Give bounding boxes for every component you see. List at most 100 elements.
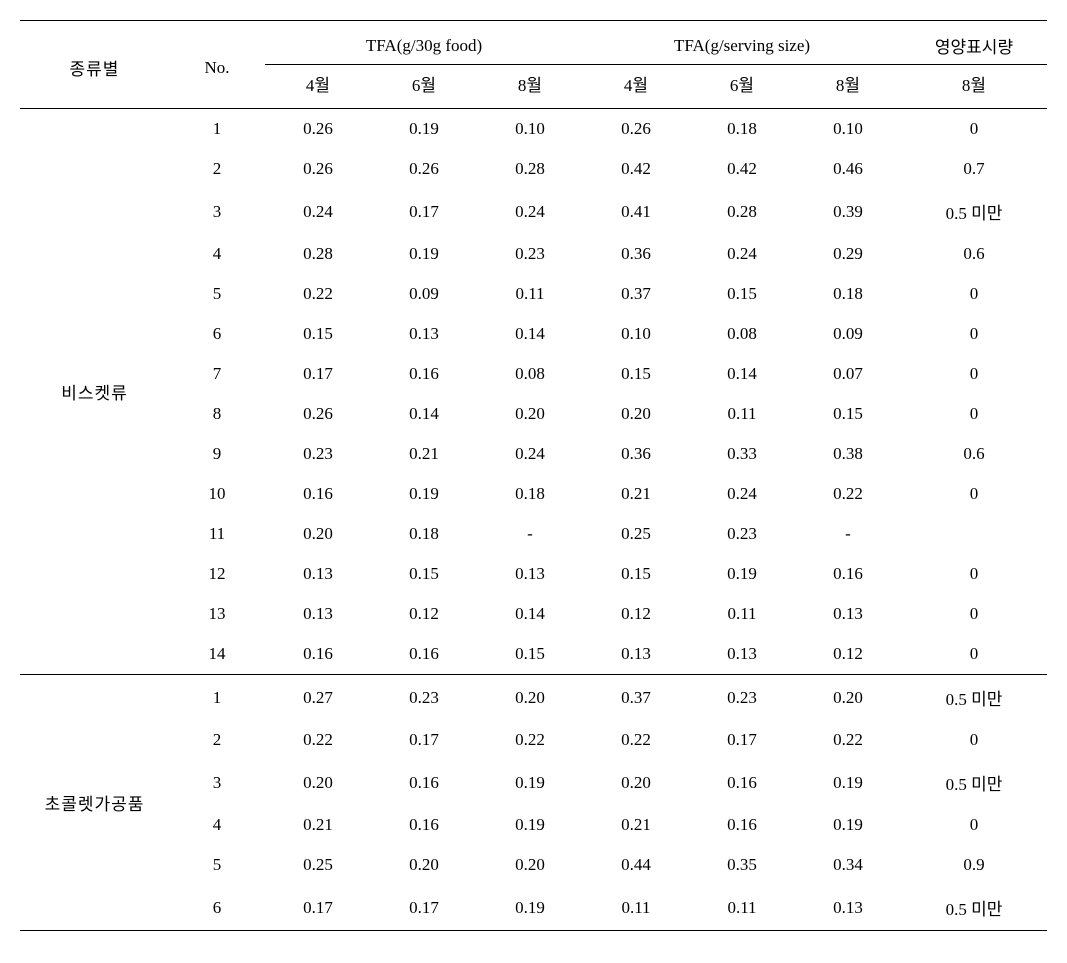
header-30g-month8: 8월 — [477, 65, 583, 109]
ts-jun-cell: 0.19 — [689, 554, 795, 594]
table-row: 90.230.210.240.360.330.380.6 — [20, 434, 1047, 474]
ts-apr-cell: 0.21 — [583, 474, 689, 514]
label-cell: 0 — [901, 594, 1047, 634]
t30-aug-cell: 0.14 — [477, 594, 583, 634]
table-row: 20.260.260.280.420.420.460.7 — [20, 149, 1047, 189]
ts-aug-cell: 0.38 — [795, 434, 901, 474]
t30-apr-cell: 0.26 — [265, 109, 371, 150]
ts-apr-cell: 0.25 — [583, 514, 689, 554]
table-row: 20.220.170.220.220.170.220 — [20, 720, 1047, 760]
t30-aug-cell: 0.19 — [477, 805, 583, 845]
ts-jun-cell: 0.35 — [689, 845, 795, 885]
label-cell: 0.6 — [901, 234, 1047, 274]
t30-jun-cell: 0.09 — [371, 274, 477, 314]
ts-apr-cell: 0.22 — [583, 720, 689, 760]
t30-apr-cell: 0.15 — [265, 314, 371, 354]
ts-apr-cell: 0.15 — [583, 354, 689, 394]
table-body: 비스켓류10.260.190.100.260.180.10020.260.260… — [20, 109, 1047, 931]
table-row: 140.160.160.150.130.130.120 — [20, 634, 1047, 675]
ts-jun-cell: 0.24 — [689, 474, 795, 514]
ts-aug-cell: 0.07 — [795, 354, 901, 394]
label-cell: 0 — [901, 805, 1047, 845]
ts-aug-cell: 0.29 — [795, 234, 901, 274]
t30-apr-cell: 0.13 — [265, 554, 371, 594]
t30-jun-cell: 0.23 — [371, 675, 477, 721]
no-cell: 7 — [169, 354, 265, 394]
label-cell: 0.5 미만 — [901, 885, 1047, 931]
ts-apr-cell: 0.12 — [583, 594, 689, 634]
table-row: 80.260.140.200.200.110.150 — [20, 394, 1047, 434]
header-no: No. — [169, 21, 265, 109]
t30-jun-cell: 0.16 — [371, 760, 477, 805]
label-cell: 0 — [901, 109, 1047, 150]
t30-jun-cell: 0.17 — [371, 885, 477, 931]
header-tfa-30g: TFA(g/30g food) — [265, 21, 583, 65]
label-cell: 0.5 미만 — [901, 675, 1047, 721]
no-cell: 1 — [169, 109, 265, 150]
ts-apr-cell: 0.20 — [583, 760, 689, 805]
t30-apr-cell: 0.16 — [265, 634, 371, 675]
ts-apr-cell: 0.21 — [583, 805, 689, 845]
ts-aug-cell: - — [795, 514, 901, 554]
t30-jun-cell: 0.17 — [371, 189, 477, 234]
t30-aug-cell: 0.19 — [477, 885, 583, 931]
t30-aug-cell: 0.14 — [477, 314, 583, 354]
ts-apr-cell: 0.20 — [583, 394, 689, 434]
ts-aug-cell: 0.15 — [795, 394, 901, 434]
label-cell: 0 — [901, 474, 1047, 514]
t30-jun-cell: 0.14 — [371, 394, 477, 434]
label-cell — [901, 514, 1047, 554]
ts-aug-cell: 0.19 — [795, 805, 901, 845]
table-row: 50.250.200.200.440.350.340.9 — [20, 845, 1047, 885]
label-cell: 0 — [901, 314, 1047, 354]
no-cell: 6 — [169, 314, 265, 354]
t30-jun-cell: 0.19 — [371, 234, 477, 274]
header-category: 종류별 — [20, 21, 169, 109]
t30-apr-cell: 0.26 — [265, 149, 371, 189]
t30-aug-cell: 0.24 — [477, 189, 583, 234]
ts-aug-cell: 0.39 — [795, 189, 901, 234]
ts-aug-cell: 0.18 — [795, 274, 901, 314]
label-cell: 0 — [901, 634, 1047, 675]
header-serving-month4: 4월 — [583, 65, 689, 109]
t30-jun-cell: 0.19 — [371, 109, 477, 150]
t30-aug-cell: 0.10 — [477, 109, 583, 150]
label-cell: 0.5 미만 — [901, 760, 1047, 805]
ts-jun-cell: 0.14 — [689, 354, 795, 394]
header-30g-month4: 4월 — [265, 65, 371, 109]
ts-aug-cell: 0.22 — [795, 720, 901, 760]
ts-aug-cell: 0.12 — [795, 634, 901, 675]
no-cell: 12 — [169, 554, 265, 594]
ts-jun-cell: 0.08 — [689, 314, 795, 354]
header-tfa-serving: TFA(g/serving size) — [583, 21, 901, 65]
ts-jun-cell: 0.42 — [689, 149, 795, 189]
header-serving-month8: 8월 — [795, 65, 901, 109]
ts-jun-cell: 0.15 — [689, 274, 795, 314]
ts-aug-cell: 0.34 — [795, 845, 901, 885]
no-cell: 2 — [169, 720, 265, 760]
t30-jun-cell: 0.18 — [371, 514, 477, 554]
ts-aug-cell: 0.13 — [795, 594, 901, 634]
t30-apr-cell: 0.13 — [265, 594, 371, 634]
t30-apr-cell: 0.28 — [265, 234, 371, 274]
table-row: 비스켓류10.260.190.100.260.180.100 — [20, 109, 1047, 150]
t30-jun-cell: 0.20 — [371, 845, 477, 885]
t30-jun-cell: 0.12 — [371, 594, 477, 634]
label-cell: 0.7 — [901, 149, 1047, 189]
t30-jun-cell: 0.17 — [371, 720, 477, 760]
ts-jun-cell: 0.23 — [689, 675, 795, 721]
table-row: 110.200.18-0.250.23- — [20, 514, 1047, 554]
no-cell: 9 — [169, 434, 265, 474]
t30-jun-cell: 0.16 — [371, 805, 477, 845]
ts-aug-cell: 0.16 — [795, 554, 901, 594]
ts-aug-cell: 0.19 — [795, 760, 901, 805]
no-cell: 5 — [169, 845, 265, 885]
ts-aug-cell: 0.10 — [795, 109, 901, 150]
t30-jun-cell: 0.19 — [371, 474, 477, 514]
header-label-month8: 8월 — [901, 65, 1047, 109]
no-cell: 6 — [169, 885, 265, 931]
t30-apr-cell: 0.23 — [265, 434, 371, 474]
no-cell: 4 — [169, 805, 265, 845]
ts-aug-cell: 0.22 — [795, 474, 901, 514]
t30-apr-cell: 0.22 — [265, 720, 371, 760]
